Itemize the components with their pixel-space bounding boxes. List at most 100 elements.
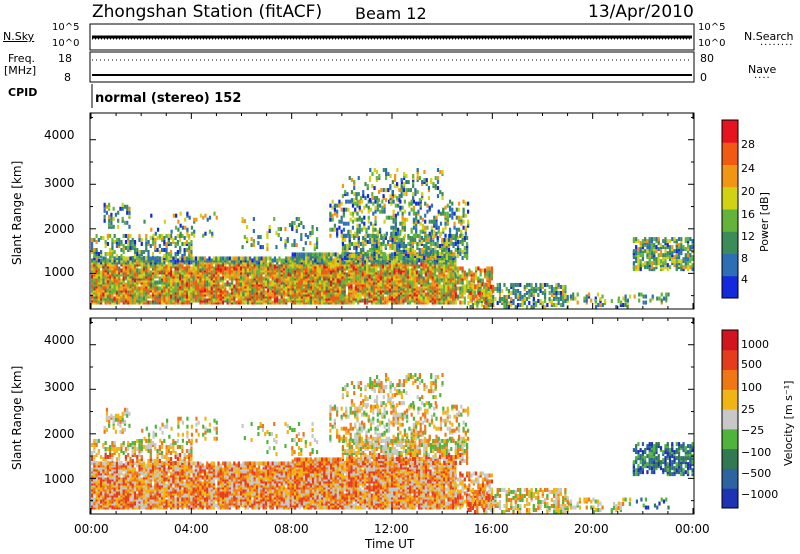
data-cell	[97, 274, 100, 279]
data-cell	[381, 264, 385, 269]
data-cell	[325, 280, 328, 285]
data-cell	[230, 256, 234, 261]
data-cell	[165, 282, 168, 287]
data-cell	[410, 207, 413, 212]
data-cell	[127, 247, 130, 252]
data-cell	[421, 182, 424, 187]
data-cell	[267, 294, 270, 299]
data-cell	[448, 205, 452, 210]
data-cell	[332, 258, 335, 263]
data-cell	[433, 284, 437, 289]
data-cell	[138, 260, 141, 265]
data-cell	[464, 231, 467, 236]
data-cell	[454, 290, 457, 295]
data-cell	[154, 264, 157, 269]
data-cell	[454, 282, 457, 287]
data-cell	[197, 276, 200, 281]
data-cell	[311, 229, 314, 234]
data-cell	[330, 272, 333, 277]
data-cell	[111, 264, 114, 269]
data-cell	[327, 256, 330, 261]
data-cell	[345, 274, 349, 279]
data-cell	[401, 219, 404, 224]
data-cell	[110, 212, 113, 217]
data-cell	[226, 300, 229, 305]
data-cell	[307, 294, 310, 299]
data-cell	[97, 282, 100, 287]
data-cell	[351, 225, 355, 230]
data-cell	[100, 270, 103, 275]
data-cell	[386, 268, 389, 273]
data-cell	[110, 222, 113, 227]
data-cell	[454, 276, 457, 281]
data-cell	[359, 282, 362, 287]
data-cell	[102, 264, 105, 269]
data-cell	[362, 237, 365, 242]
data-cell	[393, 290, 396, 295]
data-cell	[321, 264, 324, 269]
data-cell	[327, 296, 330, 301]
data-cell	[151, 266, 155, 271]
data-cell	[230, 278, 234, 283]
data-cell	[215, 258, 218, 263]
data-cell	[354, 276, 358, 281]
data-cell	[163, 235, 166, 240]
data-cell	[461, 249, 464, 254]
data-cell	[118, 288, 121, 293]
data-cell	[228, 274, 231, 279]
data-cell	[419, 215, 422, 220]
data-cell	[110, 216, 113, 221]
data-cell	[120, 286, 123, 291]
data-cell	[336, 231, 339, 236]
data-cell	[390, 288, 394, 293]
data-cell	[285, 284, 288, 289]
data-cell	[293, 284, 297, 289]
data-cell	[309, 294, 312, 299]
data-cell	[430, 203, 434, 208]
data-cell	[276, 290, 279, 295]
data-cell	[183, 274, 186, 279]
data-cell	[412, 199, 416, 204]
data-cell	[100, 264, 103, 269]
data-cell	[391, 235, 394, 240]
data-cell	[271, 272, 274, 277]
data-cell	[316, 266, 319, 271]
data-cell	[356, 231, 359, 236]
data-cell	[368, 282, 371, 287]
data-cell	[106, 276, 110, 281]
data-cell	[136, 270, 139, 275]
data-cell	[129, 262, 132, 267]
data-cell	[351, 203, 355, 208]
data-cell	[91, 298, 94, 303]
data-cell	[314, 294, 317, 299]
data-cell	[435, 231, 438, 236]
data-cell	[269, 280, 272, 285]
data-cell	[284, 227, 287, 232]
data-cell	[156, 286, 159, 291]
data-cell	[351, 213, 355, 218]
data-cell	[311, 282, 315, 287]
data-cell	[368, 268, 371, 273]
data-cell	[260, 290, 263, 295]
data-cell	[133, 258, 137, 263]
data-cell	[431, 258, 434, 263]
data-cell	[145, 298, 148, 303]
data-cell	[176, 292, 179, 297]
data-cell	[451, 211, 454, 216]
data-cell	[442, 227, 445, 232]
data-cell	[154, 245, 157, 250]
data-cell	[267, 288, 270, 293]
data-cell	[280, 276, 283, 281]
data-cell	[113, 258, 116, 263]
data-cell	[336, 272, 340, 277]
data-cell	[413, 268, 416, 273]
data-cell	[446, 215, 449, 220]
data-cell	[422, 294, 425, 299]
data-cell	[203, 262, 207, 267]
data-cell	[128, 214, 131, 219]
data-cell	[221, 294, 225, 299]
data-cell	[174, 235, 177, 240]
data-cell	[434, 249, 437, 254]
data-cell	[389, 235, 392, 240]
data-cell	[181, 292, 184, 297]
